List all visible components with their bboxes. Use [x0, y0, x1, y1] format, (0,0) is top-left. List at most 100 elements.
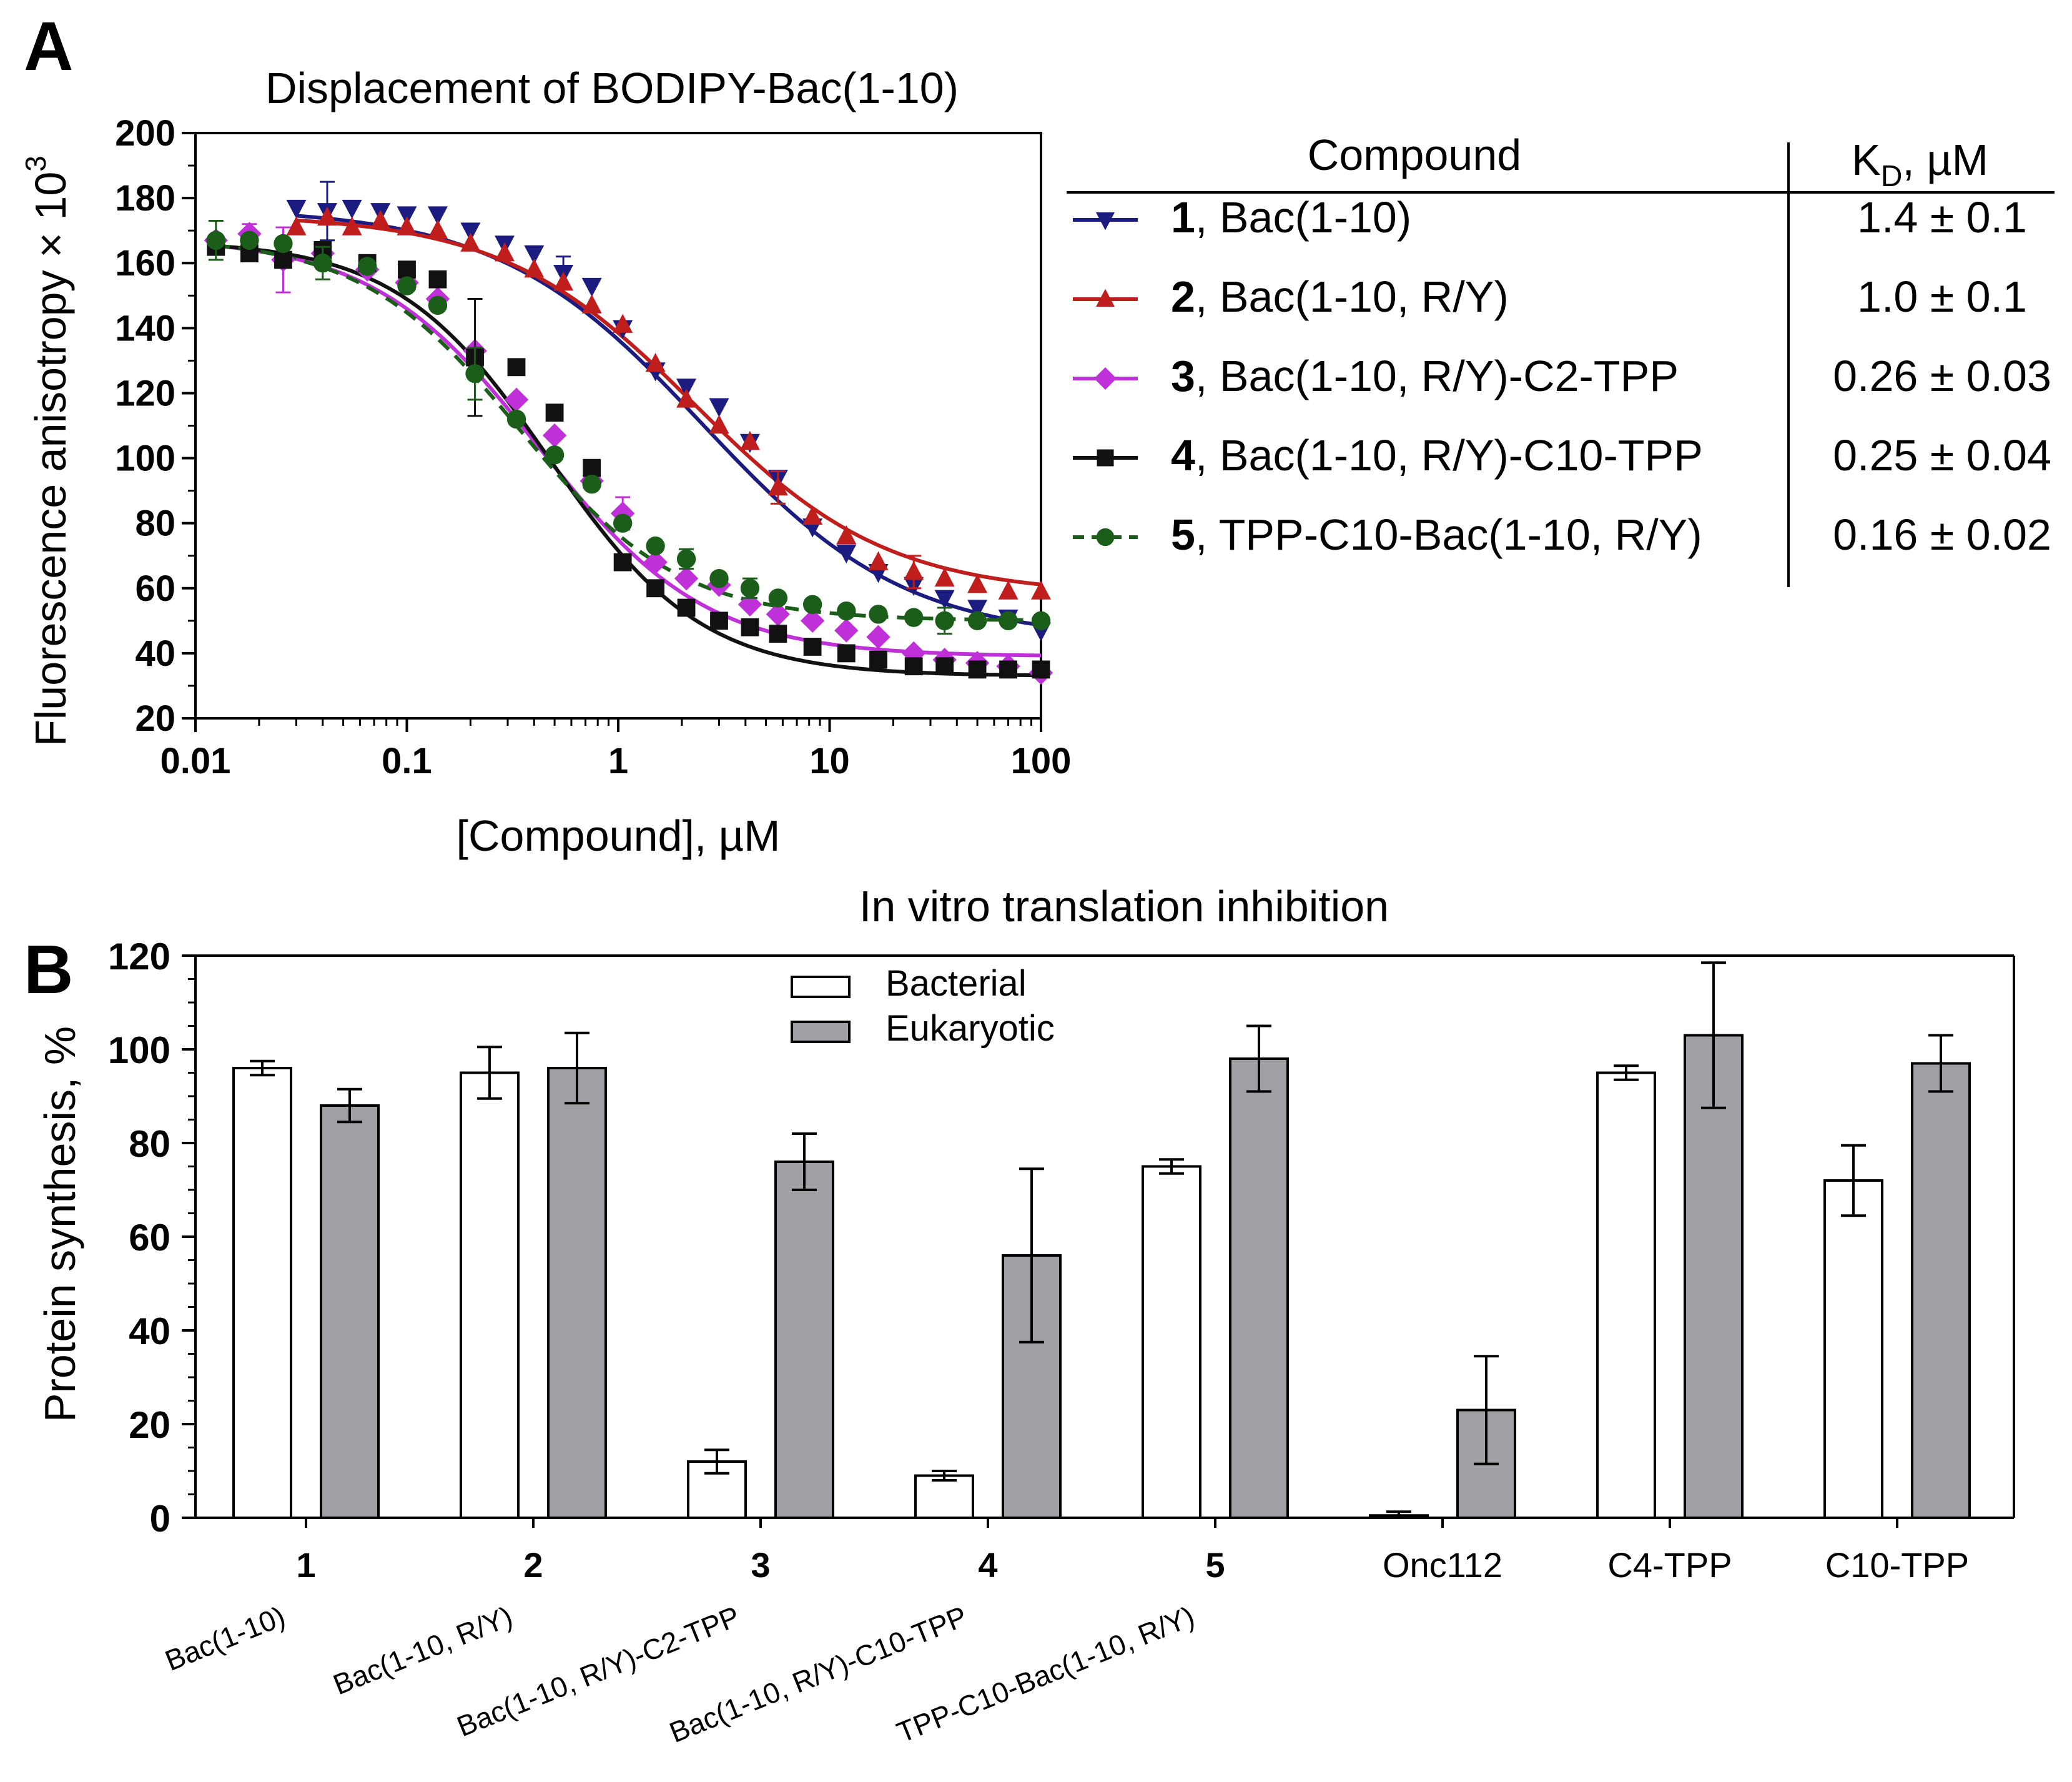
data-point-series-2: [836, 525, 857, 545]
data-point-series-1: [709, 398, 729, 417]
bar-eukaryotic-3: [774, 1161, 834, 1519]
data-point-series-4: [583, 458, 601, 477]
data-point-series-1: [524, 245, 545, 265]
kd-value-series-1: 1.4 ± 0.1: [1857, 193, 2027, 242]
chart-a-x-tick-label: 0.1: [382, 741, 432, 781]
fit-curve-series-2: [296, 218, 1042, 587]
data-point-series-5: [935, 611, 954, 631]
chart-b-category-label: C4-TPP: [1607, 1545, 1732, 1585]
data-point-series-5: [967, 611, 987, 631]
chart-a-y-tick-label: 100: [115, 438, 175, 479]
data-point-series-2: [739, 430, 760, 450]
legend-swatch-eukaryotic: [791, 1021, 851, 1043]
data-point-series-5: [506, 409, 526, 429]
data-point-series-1: [581, 277, 602, 297]
chart-a-x-axis-label: [Compound], µM: [456, 811, 781, 860]
data-point-series-5: [1031, 611, 1051, 631]
chart-b-y-axis-label-group: Protein synthesis, %: [36, 1026, 84, 1422]
kd-value-series-5: 0.16 ± 0.02: [1833, 510, 2051, 559]
data-point-series-2: [495, 242, 515, 262]
legend-label-series-4: 4, Bac(1-10, R/Y)-C10-TPP: [1171, 431, 1703, 480]
table-header-kd: KD, µM: [1852, 136, 1988, 193]
chart-a-y-tick-label: 120: [115, 373, 175, 413]
data-point-series-5: [904, 608, 924, 627]
data-point-series-1: [836, 544, 857, 564]
chart-a-y-tick-label: 60: [135, 568, 175, 609]
data-point-series-3: [542, 423, 567, 448]
data-point-series-5: [240, 230, 259, 250]
data-point-series-2: [342, 216, 362, 235]
data-point-series-4: [968, 660, 987, 679]
data-point-series-4: [1032, 660, 1050, 679]
data-point-series-5: [582, 475, 601, 494]
legend-marker-series-4: [1097, 449, 1114, 467]
data-point-series-3: [504, 387, 529, 412]
legend-marker-series-1: [1096, 212, 1115, 230]
chart-b-y-tick-label: 120: [108, 936, 170, 978]
chart-b-y-tick-label: 100: [108, 1029, 170, 1071]
data-point-series-4: [507, 358, 526, 377]
legend-marker-series-3: [1094, 367, 1117, 390]
chart-a: Displacement of BODIPY-Bac(1-10) 20 40 60 8…: [19, 64, 1071, 860]
data-point-series-5: [274, 234, 293, 254]
data-point-series-2: [904, 561, 924, 580]
bar-eukaryotic-7: [1684, 1034, 1744, 1519]
data-point-series-4: [935, 657, 954, 676]
chart-b-category-label: C10-TPP: [1825, 1545, 1969, 1585]
chart-a-y-tick-label: 180: [115, 178, 175, 219]
data-point-series-1: [934, 590, 955, 609]
data-point-series-1: [460, 222, 481, 242]
data-point-series-5: [768, 588, 788, 608]
chart-a-y-tick-label: 140: [115, 308, 175, 349]
data-point-series-5: [999, 611, 1018, 631]
data-point-series-2: [613, 314, 633, 333]
chart-b-category-label: Onc112: [1383, 1545, 1502, 1585]
data-point-series-4: [741, 618, 759, 636]
fit-curve-series-5: [215, 244, 1041, 622]
kd-table: Compound KD, µM 1, Bac(1-10) 1.4 ± 0.1 2, …: [1067, 131, 2055, 587]
data-point-series-5: [709, 568, 729, 588]
data-point-series-5: [545, 445, 565, 465]
chart-a-fit-curves: [215, 214, 1042, 678]
data-point-series-4: [274, 250, 292, 269]
data-point-series-1: [427, 206, 448, 225]
data-point-series-3: [766, 602, 791, 626]
data-point-series-1: [676, 379, 697, 398]
chart-a-y-tick-label: 20: [135, 698, 175, 739]
data-point-series-2: [317, 206, 337, 226]
data-point-series-4: [613, 553, 632, 572]
data-point-series-4: [999, 660, 1017, 679]
data-point-series-4: [428, 270, 447, 289]
data-point-series-4: [646, 579, 665, 598]
legend-label-series-2: 2, Bac(1-10, R/Y): [1171, 272, 1509, 321]
chart-a-x-tick-label: 0.01: [160, 741, 231, 781]
data-point-series-5: [837, 601, 856, 621]
data-point-series-2: [397, 216, 417, 235]
data-point-series-4: [904, 657, 923, 676]
data-point-series-3: [866, 625, 890, 650]
data-point-series-5: [869, 605, 888, 624]
chart-a-data-points: [204, 181, 1053, 685]
data-point-series-5: [465, 364, 485, 384]
panel-b-label: B: [24, 931, 73, 1008]
data-point-series-3: [834, 618, 859, 643]
data-point-series-4: [837, 644, 856, 663]
legend-label-series-3: 3, Bac(1-10, R/Y)-C2-TPP: [1171, 352, 1679, 400]
kd-value-series-2: 1.0 ± 0.1: [1857, 272, 2027, 321]
table-header-compound: Compound: [1308, 131, 1521, 179]
data-point-series-2: [934, 567, 955, 587]
chart-a-x-tick-label: 10: [809, 741, 850, 781]
data-point-series-2: [581, 294, 602, 314]
bar-bacterial-4: [914, 1474, 974, 1519]
bar-bacterial-1: [232, 1067, 292, 1519]
chart-a-x-tick-label: 100: [1011, 741, 1072, 781]
data-point-series-1: [286, 199, 307, 219]
data-point-series-5: [206, 230, 226, 250]
chart-a-y-tick-label: 80: [135, 503, 175, 544]
chart-b-y-tick-label: 0: [150, 1498, 170, 1540]
bar-eukaryotic-2: [547, 1067, 607, 1519]
data-point-series-4: [677, 598, 696, 617]
chart-a-y-axis-label: Fluorescence anisotropy × 103: [19, 156, 75, 746]
chart-b-y-tick-label: 80: [129, 1123, 170, 1165]
data-point-series-2: [427, 219, 448, 239]
